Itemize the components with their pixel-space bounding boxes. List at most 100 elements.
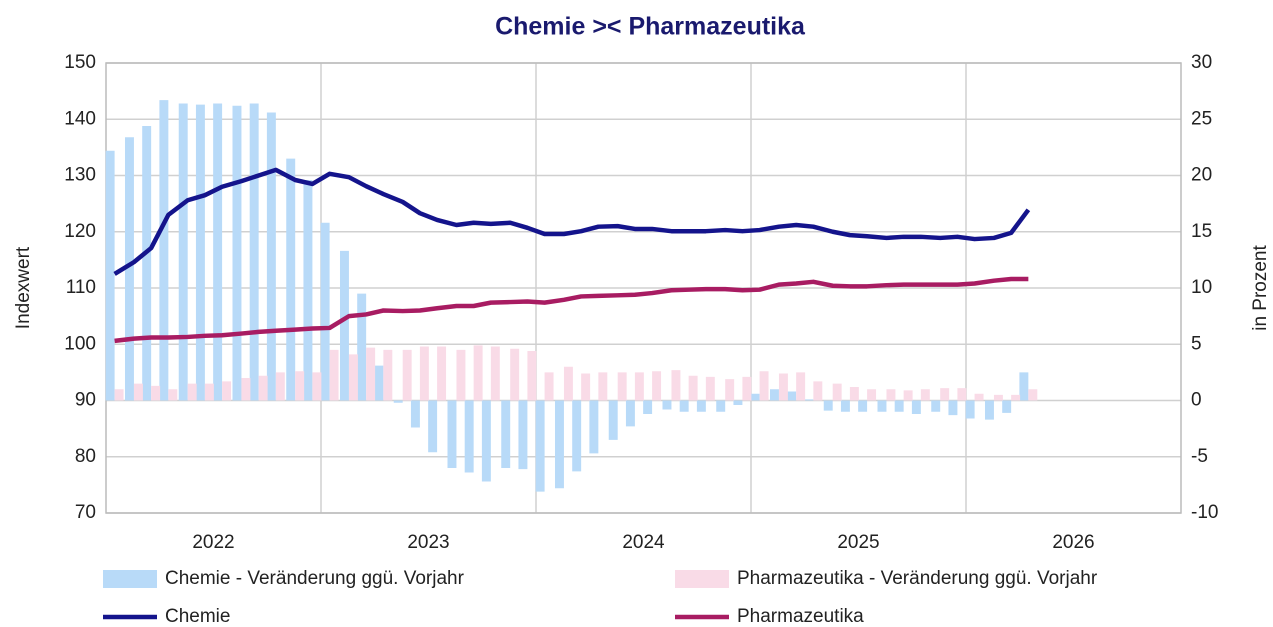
bar: [581, 373, 591, 401]
bar: [671, 370, 681, 401]
bar: [320, 222, 330, 401]
legend-label: Chemie - Veränderung ggü. Vorjahr: [165, 568, 465, 589]
bar: [428, 400, 438, 453]
bar: [286, 158, 296, 401]
bar: [168, 389, 178, 401]
y-tick-label: 80: [75, 446, 96, 467]
bar: [832, 383, 842, 401]
bar: [705, 376, 715, 401]
bar: [823, 400, 833, 411]
bar: [481, 400, 491, 482]
legend-label: Pharmazeutika: [737, 606, 864, 627]
bar: [241, 378, 251, 401]
bar: [894, 400, 904, 412]
y-tick-label: 150: [64, 52, 96, 73]
bar: [742, 376, 752, 401]
bar: [554, 400, 564, 489]
x-tick-label: 2026: [1052, 532, 1094, 553]
y-tick-label: 140: [64, 108, 96, 129]
x-tick-label: 2024: [622, 532, 665, 553]
y2-tick-label: -5: [1191, 446, 1208, 467]
y2-axis-label: in Prozent: [1250, 245, 1271, 331]
legend-label: Pharmazeutika - Veränderung ggü. Vorjahr: [737, 568, 1098, 589]
bar: [572, 400, 582, 472]
bar: [984, 400, 994, 420]
bar: [867, 389, 877, 401]
y2-tick-label: 30: [1191, 52, 1212, 73]
bar: [329, 349, 339, 401]
bar: [598, 372, 608, 401]
bar: [858, 400, 868, 412]
bar: [527, 351, 537, 401]
bar: [787, 391, 797, 401]
bar: [1028, 389, 1038, 401]
bar: [679, 400, 689, 412]
bar: [249, 103, 259, 401]
bar: [501, 400, 511, 468]
bar: [688, 375, 698, 401]
bar: [813, 381, 823, 401]
y2-tick-label: 15: [1191, 221, 1212, 242]
bar: [275, 372, 285, 401]
y2-tick-label: -10: [1191, 502, 1218, 523]
legend-swatch: [675, 570, 729, 588]
bar: [518, 400, 528, 470]
bar: [903, 390, 913, 401]
bar: [133, 383, 143, 401]
bar: [1002, 400, 1012, 413]
bar: [769, 389, 779, 401]
bar: [544, 372, 554, 401]
bar: [617, 372, 627, 401]
bar: [159, 100, 169, 401]
bar: [840, 400, 850, 412]
bar: [178, 103, 188, 401]
y2-tick-label: 25: [1191, 108, 1212, 129]
bar: [778, 373, 788, 401]
bar: [1011, 394, 1021, 401]
bar: [625, 400, 635, 427]
bar: [974, 393, 984, 401]
bar: [750, 393, 760, 401]
bar: [447, 400, 457, 468]
bar: [419, 346, 429, 401]
bar: [303, 180, 313, 401]
y-tick-label: 110: [66, 277, 96, 298]
bar: [213, 103, 223, 401]
legend-swatch: [103, 570, 157, 588]
bar: [589, 400, 599, 454]
bar: [634, 372, 644, 401]
x-tick-label: 2025: [837, 532, 879, 553]
bar: [643, 400, 653, 414]
bar: [187, 383, 197, 401]
bar: [940, 388, 950, 401]
x-tick-label: 2022: [192, 532, 234, 553]
bar: [957, 388, 967, 401]
legend-label: Chemie: [165, 606, 230, 627]
bar: [393, 400, 403, 403]
bar: [366, 347, 376, 401]
bar: [232, 105, 242, 401]
bar: [886, 389, 896, 401]
y-tick-label: 90: [75, 390, 96, 411]
bar: [716, 400, 726, 412]
y-tick-label: 70: [75, 502, 96, 523]
bar: [608, 400, 618, 440]
bar: [877, 400, 887, 412]
bar: [222, 381, 232, 401]
bar: [339, 250, 349, 401]
bar: [312, 372, 322, 401]
bar: [383, 349, 393, 401]
bar: [105, 150, 115, 401]
bar: [266, 112, 276, 401]
bar: [759, 371, 769, 401]
bar: [652, 371, 662, 401]
bar: [1019, 372, 1029, 401]
bar: [374, 365, 384, 401]
bar: [410, 400, 420, 428]
bar: [402, 349, 412, 401]
bar: [490, 346, 500, 401]
y-tick-label: 120: [64, 221, 96, 242]
y2-tick-label: 20: [1191, 165, 1212, 186]
bar: [993, 394, 1003, 401]
